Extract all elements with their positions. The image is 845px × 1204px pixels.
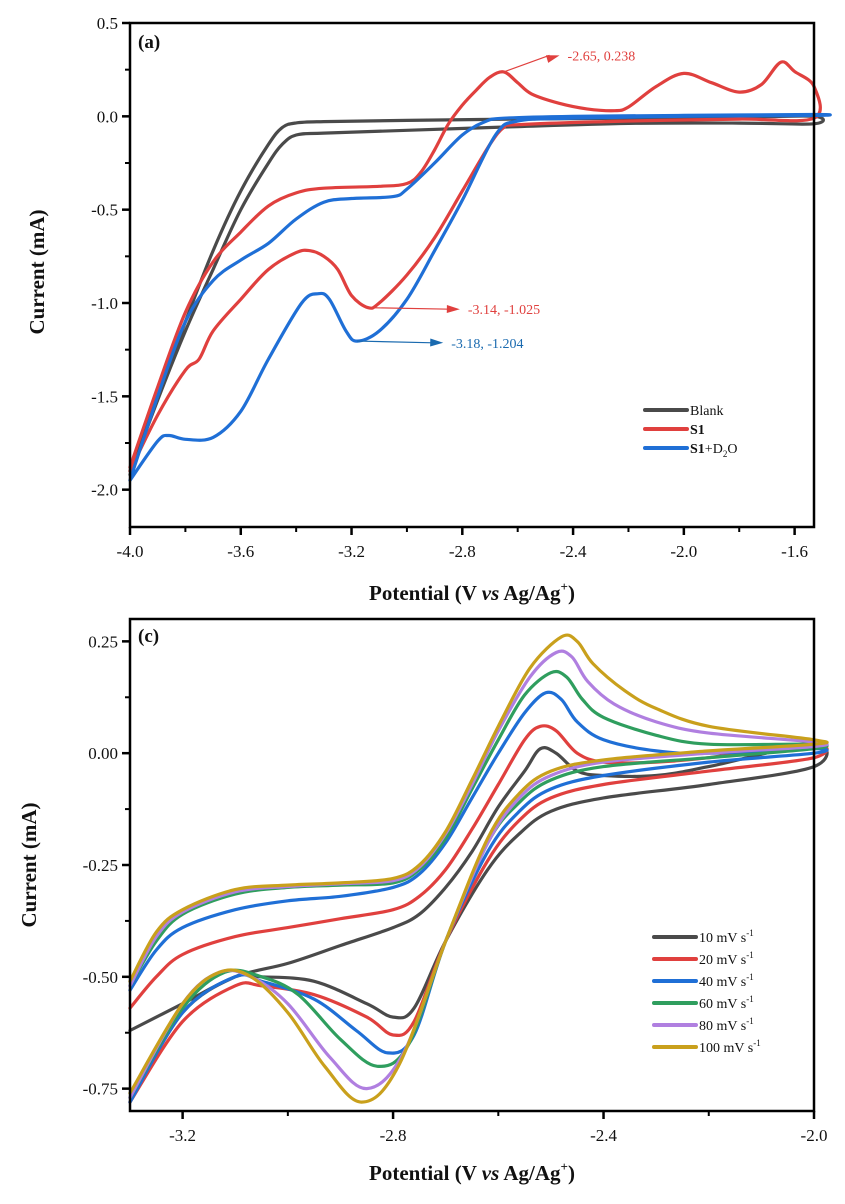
chart-panel-c: -3.2 -2.8 -2.4 -2.0 0.25 0.00 -0.25 -0.50 -0.75…: [17, 617, 829, 1185]
annotation-arrow: [503, 54, 550, 73]
panel-label: (c): [138, 626, 159, 647]
annotation-arrowhead: [545, 55, 560, 63]
y-tick-label: 0.0: [97, 107, 118, 126]
x-tick-label: -2.4: [590, 1126, 617, 1145]
legend-item: 10 mV s-1: [652, 928, 754, 946]
x-tick-label: -3.2: [338, 542, 365, 561]
annotation-label: -2.65, 0.238: [568, 49, 636, 64]
legend-label: 40 mV s-1: [699, 972, 754, 990]
y-tick-label: 0.25: [88, 632, 118, 651]
legend-item: S1: [643, 423, 705, 438]
legend-item: Blank: [643, 404, 723, 419]
legend-label: 80 mV s-1: [699, 1016, 754, 1034]
y-tick-label: -2.0: [91, 481, 118, 500]
panel-label: (a): [138, 32, 160, 53]
y-tick-label: -0.50: [83, 968, 118, 987]
x-axis-ticks: -3.2 -2.8 -2.4 -2.0: [169, 1111, 827, 1145]
y-axis-ticks: 0.5 0.0 -0.5 -1.0 -1.5 -2.0: [91, 14, 130, 500]
legend-item: 100 mV s-1: [652, 1038, 761, 1056]
legend-item: 40 mV s-1: [652, 972, 754, 990]
series-group: [128, 60, 832, 482]
legend-label: 10 mV s-1: [699, 928, 754, 946]
x-tick-label: -1.6: [781, 542, 808, 561]
chart-panel-a: -2.65, 0.238 -3.14, -1.025 -3.18, -1.204 -…: [25, 14, 832, 605]
annotation-arrowhead: [446, 304, 460, 313]
legend-label: S1: [690, 423, 705, 438]
x-tick-label: -4.0: [117, 542, 144, 561]
annotation-arrow: [368, 307, 450, 310]
x-tick-label: -2.8: [449, 542, 476, 561]
legend-item: S1+D2O: [643, 442, 737, 459]
legend-label: S1+D2O: [690, 442, 737, 459]
legend: 10 mV s-1 20 mV s-1 40 mV s-1 60 mV s-1 80 m…: [652, 928, 761, 1056]
plot-frame: [128, 617, 816, 1113]
x-tick-label: -2.0: [670, 542, 697, 561]
legend: Blank S1 S1+D2O: [643, 404, 737, 459]
x-tick-label: -3.2: [169, 1126, 196, 1145]
annotation-label: -3.18, -1.204: [451, 337, 523, 352]
annotation-group: -2.65, 0.238 -3.14, -1.025 -3.18, -1.204: [357, 49, 636, 352]
y-tick-label: -0.75: [83, 1080, 118, 1099]
series-line-60-mv-s-1: [128, 669, 829, 1100]
y-tick-label: -1.0: [91, 294, 118, 313]
x-tick-label: -2.4: [560, 542, 587, 561]
y-axis-title: Current (mA): [25, 209, 49, 334]
x-axis-ticks: -4.0 -3.6 -3.2 -2.8 -2.4 -2.0 -1.6: [117, 527, 808, 561]
legend-item: 20 mV s-1: [652, 950, 754, 968]
legend-label: 20 mV s-1: [699, 950, 754, 968]
y-tick-label: -1.5: [91, 387, 118, 406]
y-tick-label: -0.5: [91, 201, 118, 220]
y-tick-label: 0.00: [88, 744, 118, 763]
annotation-label: -3.14, -1.025: [468, 303, 540, 318]
x-tick-label: -2.8: [380, 1126, 407, 1145]
legend-item: 80 mV s-1: [652, 1016, 754, 1034]
annotation-arrowhead: [430, 338, 444, 347]
y-tick-label: 0.5: [97, 14, 118, 33]
y-axis-title: Current (mA): [17, 802, 41, 927]
series-group: [128, 633, 829, 1104]
legend-item: 60 mV s-1: [652, 994, 754, 1012]
x-tick-label: -3.6: [227, 542, 254, 561]
plot-frame: [128, 21, 816, 529]
series-line-80-mv-s-1: [128, 649, 829, 1100]
x-axis-title: Potential (V vs Ag/Ag+): [369, 1159, 575, 1185]
series-line-blank: [128, 114, 825, 477]
legend-label: 100 mV s-1: [699, 1038, 761, 1056]
series-line-s1: [128, 60, 822, 473]
y-axis-ticks: 0.25 0.00 -0.25 -0.50 -0.75: [83, 632, 130, 1099]
x-tick-label: -2.0: [801, 1126, 828, 1145]
series-line-100-mv-s-1: [128, 633, 829, 1104]
legend-label: 60 mV s-1: [699, 994, 754, 1012]
legend-label: Blank: [690, 404, 723, 419]
series-line-s1-d2o: [128, 112, 832, 482]
y-tick-label: -0.25: [83, 856, 118, 875]
annotation-arrow: [357, 340, 434, 344]
x-axis-title: Potential (V vs Ag/Ag+): [369, 579, 575, 605]
